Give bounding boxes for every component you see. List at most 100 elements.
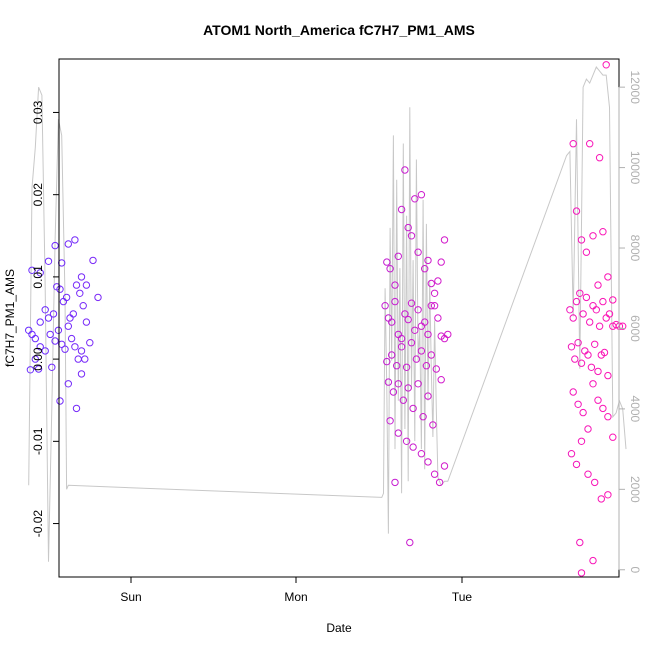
y2-tick-label: 2000 [628, 476, 642, 503]
data-point [417, 347, 426, 355]
data-point [411, 326, 419, 334]
data-point [391, 281, 399, 289]
data-point [56, 285, 64, 293]
y2-tick-label: 8000 [628, 235, 642, 262]
data-point [577, 236, 586, 244]
data-point [597, 495, 605, 503]
data-point [28, 266, 36, 274]
x-tick-label: Mon [284, 590, 307, 604]
data-point [383, 258, 391, 266]
data-point [434, 314, 442, 322]
data-point [401, 166, 409, 174]
data-point [394, 252, 402, 260]
data-point [434, 277, 442, 285]
data-point [437, 258, 445, 266]
data-point [574, 400, 582, 408]
y-tick-label: 0.02 [31, 183, 45, 207]
data-point [419, 413, 427, 421]
data-point [421, 318, 429, 326]
data-point [582, 248, 591, 256]
data-point [34, 365, 43, 373]
data-point [71, 343, 79, 351]
data-point [72, 404, 81, 413]
data-point [604, 273, 612, 281]
data-point [76, 289, 84, 297]
data-point [424, 458, 432, 466]
data-point [576, 538, 584, 547]
data-point [41, 306, 49, 314]
data-point [56, 397, 64, 405]
data-point [592, 306, 600, 314]
x-axis-label: Date [326, 621, 352, 635]
data-point [427, 279, 435, 288]
data-point [581, 347, 589, 355]
data-point [69, 310, 78, 318]
data-point [384, 378, 393, 386]
data-point [424, 392, 432, 400]
data-point [391, 478, 399, 487]
data-point [402, 437, 411, 445]
data-point [399, 396, 407, 404]
data-point [589, 232, 597, 240]
data-point [25, 326, 33, 334]
data-point [394, 429, 402, 437]
data-point [569, 140, 577, 148]
data-point [577, 437, 586, 445]
data-point [401, 310, 409, 318]
data-point [579, 408, 587, 417]
data-point [577, 569, 586, 577]
data-point [600, 348, 609, 357]
data-point [407, 299, 416, 307]
data-point [567, 450, 576, 458]
data-point [609, 296, 617, 304]
data-point [397, 343, 406, 351]
data-point [386, 265, 394, 273]
data-point [44, 257, 53, 265]
data-point [82, 281, 91, 289]
data-point [421, 265, 429, 273]
data-point [49, 310, 58, 318]
data-point [587, 363, 596, 371]
data-point [62, 293, 71, 302]
data-point [594, 367, 602, 376]
data-point [402, 363, 411, 371]
data-point [59, 297, 68, 306]
data-point [582, 293, 591, 302]
altitude-line-layer [28, 66, 627, 562]
data-point [74, 355, 82, 363]
data-point [51, 337, 59, 345]
data-point [412, 355, 421, 363]
data-point [589, 302, 597, 310]
data-point [602, 61, 610, 69]
data-point [599, 404, 607, 413]
data-point [604, 491, 612, 499]
data-point [584, 470, 592, 478]
data-point [391, 297, 399, 306]
y-tick-label: -0.02 [31, 510, 45, 538]
data-point [86, 339, 94, 347]
data-point [77, 370, 86, 378]
data-point [381, 302, 389, 310]
data-point [36, 269, 44, 277]
data-point [437, 376, 445, 384]
data-point [404, 384, 412, 392]
plot-frame [58, 58, 620, 578]
data-point [432, 365, 440, 373]
data-point [388, 351, 396, 359]
data-point [594, 396, 602, 404]
data-point [71, 236, 79, 244]
y2-tick-label: 6000 [628, 315, 642, 342]
data-point [440, 236, 449, 244]
data-point [572, 207, 581, 215]
data-point [602, 314, 610, 322]
data-point [572, 460, 581, 469]
data-point [31, 355, 39, 363]
data-point [572, 297, 581, 306]
data-point [440, 462, 449, 470]
data-point [407, 232, 416, 240]
data-point [77, 273, 86, 281]
data-point [429, 421, 437, 429]
y2-tick-label: 12000 [628, 71, 642, 105]
data-point [44, 314, 53, 322]
